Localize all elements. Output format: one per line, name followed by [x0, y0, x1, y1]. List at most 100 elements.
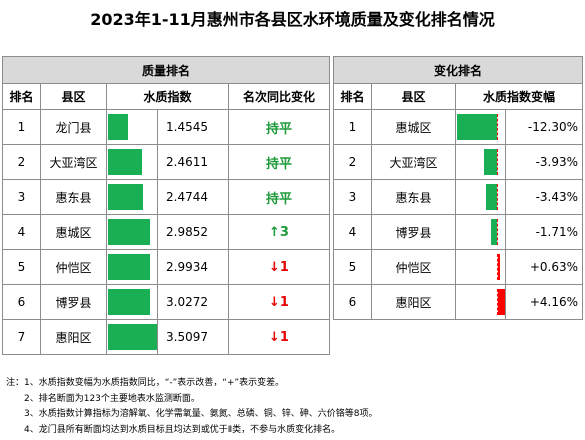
index-bar-cell — [106, 109, 158, 145]
footnote: 3、水质指数计算指标为溶解氧、化学需氧量、氨氮、总磷、铜、锌、砷、六价铬等8项。 — [24, 409, 378, 419]
index-bar-cell — [106, 249, 158, 285]
zero-axis — [497, 219, 498, 245]
index-bar — [108, 324, 157, 350]
rank-change: 持平 — [227, 179, 331, 215]
rank-change: 持平 — [227, 144, 331, 180]
change-value: -3.43% — [504, 179, 584, 215]
col-district: 县区 — [371, 83, 456, 110]
col-district: 县区 — [40, 83, 107, 110]
rank-cell: 4 — [333, 214, 372, 250]
index-bar — [108, 184, 143, 210]
change-bar — [457, 114, 497, 140]
table-row: 1 龙门县 1.4545 持平 — [2, 109, 331, 145]
district-cell: 博罗县 — [371, 214, 456, 250]
table-row: 6 博罗县 3.0272 ↓1 — [2, 284, 331, 320]
district-cell: 仲恺区 — [371, 249, 456, 285]
quality-group-title: 质量排名 — [1, 56, 331, 84]
index-value: 2.4744 — [157, 179, 229, 215]
index-bar-cell — [106, 179, 158, 215]
change-bar — [498, 289, 505, 315]
col-rank-change: 名次同比变化 — [227, 83, 331, 110]
index-bar-cell — [106, 319, 158, 355]
rank-cell: 5 — [333, 249, 372, 285]
index-bar-cell — [106, 284, 158, 320]
change-bar-cell — [455, 214, 506, 250]
table-row: 2 大亚湾区 2.4611 持平 — [2, 144, 331, 180]
rank-cell: 1 — [2, 109, 41, 145]
rank-cell: 2 — [333, 144, 372, 180]
change-bar-cell — [455, 179, 506, 215]
rank-cell: 2 — [2, 144, 41, 180]
table-row: 1 惠城区 -12.30% — [333, 109, 584, 145]
index-value: 2.4611 — [157, 144, 229, 180]
change-value: -3.93% — [504, 144, 584, 180]
change-ranking-table: 变化排名 排名 县区 水质指数变幅 1 惠城区 -12.30% 2 大亚湾区 -3.93%… — [332, 56, 584, 320]
index-value: 1.4545 — [157, 109, 229, 145]
district-cell: 龙门县 — [40, 109, 107, 145]
zero-axis — [497, 184, 498, 210]
zero-axis — [497, 289, 498, 315]
col-water-index: 水质指数 — [106, 83, 229, 110]
col-rank: 排名 — [333, 83, 372, 110]
footnote: 2、排名断面为123个主要地表水监测断面。 — [24, 393, 200, 404]
index-bar — [108, 114, 128, 140]
change-bar — [491, 219, 497, 245]
district-cell: 惠东县 — [40, 179, 107, 215]
rank-cell: 3 — [2, 179, 41, 215]
table-row: 4 惠城区 2.9852 ↑3 — [2, 214, 331, 250]
index-bar-cell — [106, 214, 158, 250]
index-bar — [108, 219, 150, 245]
table-row: 4 博罗县 -1.71% — [333, 214, 584, 250]
change-bar — [486, 184, 497, 210]
district-cell: 惠阳区 — [371, 284, 456, 320]
change-bar-cell — [455, 144, 506, 180]
change-bar — [498, 254, 500, 280]
zero-axis — [497, 149, 498, 175]
rank-cell: 3 — [333, 179, 372, 215]
rank-change: 持平 — [227, 109, 331, 145]
index-bar — [108, 149, 142, 175]
index-value: 3.0272 — [157, 284, 229, 320]
district-cell: 惠城区 — [371, 109, 456, 145]
district-cell: 惠阳区 — [40, 319, 107, 355]
quality-ranking-table: 质量排名 排名 县区 水质指数 名次同比变化 1 龙门县 1.4545 持平 2 大亚湾区… — [1, 56, 331, 355]
rank-cell: 4 — [2, 214, 41, 250]
footnote: 4、龙门县所有断面均达到水质目标且均达到或优于Ⅱ类，不参与水质变化排名。 — [24, 424, 341, 435]
change-bar-cell — [455, 109, 506, 145]
district-cell: 惠东县 — [371, 179, 456, 215]
rank-cell: 1 — [333, 109, 372, 145]
table-row: 6 惠阳区 +4.16% — [333, 284, 584, 320]
change-bar-cell — [455, 249, 506, 285]
page-title: 2023年1-11月惠州市各县区水环境质量及变化排名情况 — [90, 10, 495, 29]
table-row: 2 大亚湾区 -3.93% — [333, 144, 584, 180]
index-value: 2.9934 — [157, 249, 229, 285]
index-bar-cell — [106, 144, 158, 180]
rank-change: ↓1 — [227, 284, 331, 320]
change-value: +4.16% — [504, 284, 584, 320]
change-bar-cell — [455, 284, 506, 320]
rank-cell: 6 — [333, 284, 372, 320]
table-row: 7 惠阳区 3.5097 ↓1 — [2, 319, 331, 355]
index-bar — [108, 289, 150, 315]
district-cell: 博罗县 — [40, 284, 107, 320]
district-cell: 大亚湾区 — [371, 144, 456, 180]
district-cell: 惠城区 — [40, 214, 107, 250]
rank-cell: 6 — [2, 284, 41, 320]
change-value: +0.63% — [504, 249, 584, 285]
footnote: 注：1、水质指数变幅为水质指数同比，“-”表示改善，“+”表示变差。 — [6, 378, 285, 388]
footnotes: 注：1、水质指数变幅为水质指数同比，“-”表示改善，“+”表示变差。 2、排名断… — [6, 376, 581, 438]
index-value: 3.5097 — [157, 319, 229, 355]
district-cell: 大亚湾区 — [40, 144, 107, 180]
index-bar — [108, 254, 150, 280]
rank-cell: 5 — [2, 249, 41, 285]
table-row: 5 仲恺区 2.9934 ↓1 — [2, 249, 331, 285]
table-row: 5 仲恺区 +0.63% — [333, 249, 584, 285]
rank-change: ↓1 — [227, 249, 331, 285]
change-bar — [484, 149, 497, 175]
change-group-title: 变化排名 — [332, 56, 584, 84]
table-row: 3 惠东县 2.4744 持平 — [2, 179, 331, 215]
rank-change: ↓1 — [227, 319, 331, 355]
zero-axis — [497, 114, 498, 140]
zero-axis — [497, 254, 498, 280]
col-index-change: 水质指数变幅 — [454, 83, 584, 110]
